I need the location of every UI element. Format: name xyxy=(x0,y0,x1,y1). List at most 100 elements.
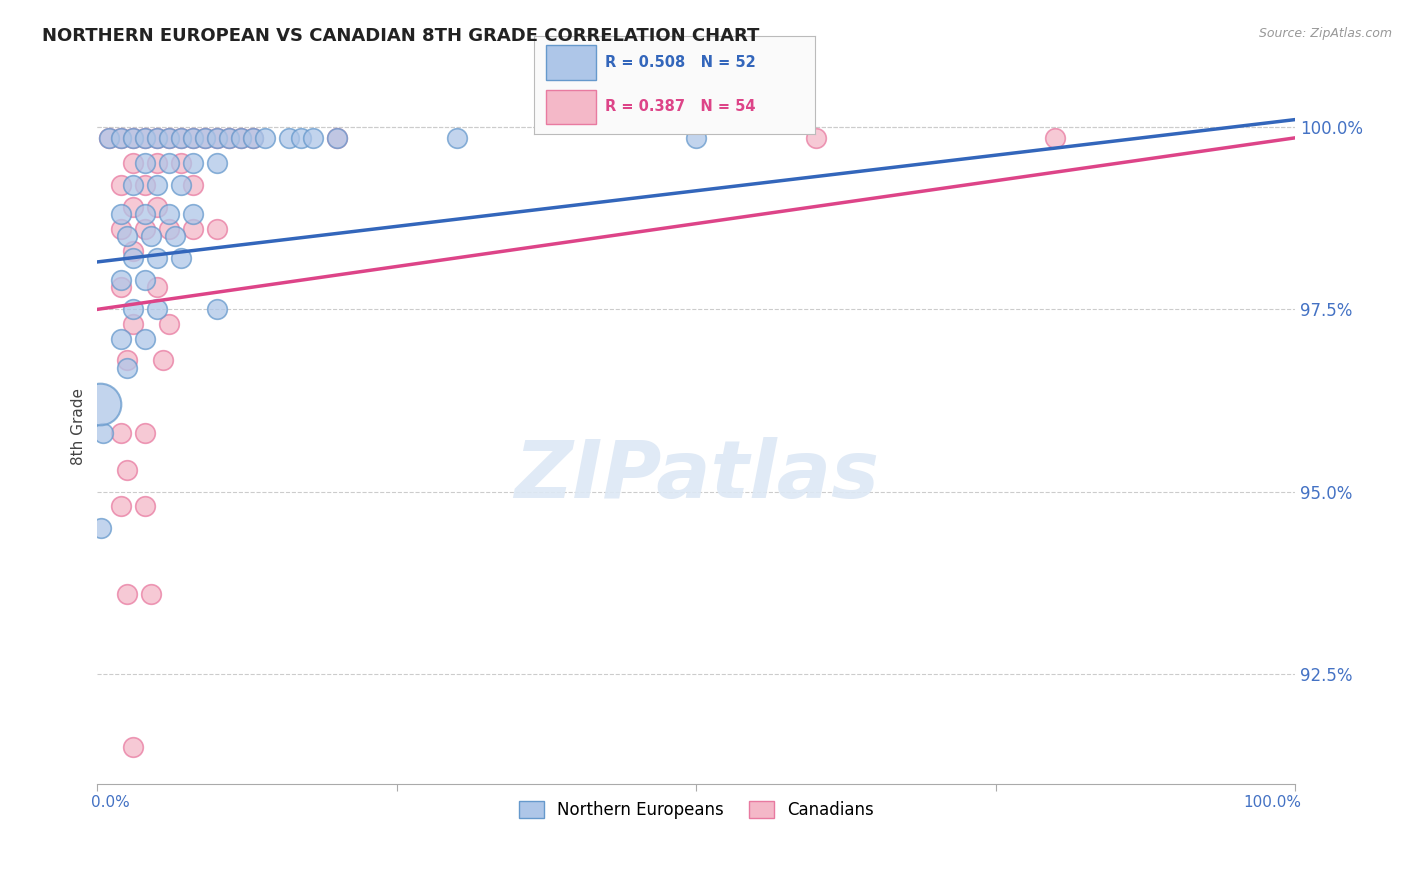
Point xyxy=(170,156,193,170)
Point xyxy=(278,131,301,145)
Point xyxy=(157,131,180,145)
Point xyxy=(146,156,169,170)
Point xyxy=(194,131,217,145)
Point xyxy=(205,222,228,236)
Legend: Northern Europeans, Canadians: Northern Europeans, Canadians xyxy=(512,794,880,825)
Point xyxy=(146,280,169,294)
Point xyxy=(146,302,169,317)
Point xyxy=(146,200,169,214)
Point xyxy=(89,397,111,411)
Point xyxy=(110,207,132,221)
Point xyxy=(110,280,132,294)
Point xyxy=(90,521,112,535)
Bar xyxy=(546,90,596,124)
Text: 0.0%: 0.0% xyxy=(91,795,131,810)
Point xyxy=(122,252,145,266)
Point xyxy=(685,131,707,145)
Point xyxy=(110,222,132,236)
Point xyxy=(157,207,180,221)
Point xyxy=(152,353,174,368)
Point xyxy=(218,131,240,145)
Point xyxy=(110,332,132,346)
Y-axis label: 8th Grade: 8th Grade xyxy=(72,388,86,465)
Point xyxy=(122,317,145,331)
Point xyxy=(122,178,145,193)
Point xyxy=(205,302,228,317)
Point xyxy=(122,131,145,145)
Point xyxy=(181,131,204,145)
Point xyxy=(181,207,204,221)
Point xyxy=(117,353,139,368)
Point xyxy=(117,229,139,244)
Point xyxy=(146,252,169,266)
Point xyxy=(194,131,217,145)
Point xyxy=(242,131,264,145)
Point xyxy=(117,463,139,477)
Point xyxy=(170,131,193,145)
Point xyxy=(170,252,193,266)
Point xyxy=(205,131,228,145)
Point xyxy=(326,131,349,145)
Point xyxy=(165,229,187,244)
Point xyxy=(141,587,163,601)
Point xyxy=(117,360,139,375)
Text: R = 0.387   N = 54: R = 0.387 N = 54 xyxy=(605,99,755,114)
Point xyxy=(170,131,193,145)
Point xyxy=(804,131,827,145)
Point xyxy=(110,273,132,287)
Point xyxy=(146,131,169,145)
Point xyxy=(134,178,156,193)
Point xyxy=(110,131,132,145)
Text: Source: ZipAtlas.com: Source: ZipAtlas.com xyxy=(1258,27,1392,40)
Point xyxy=(91,426,114,441)
Point xyxy=(253,131,276,145)
Point xyxy=(157,317,180,331)
Point xyxy=(122,200,145,214)
Point xyxy=(157,131,180,145)
Point xyxy=(134,131,156,145)
Point xyxy=(181,131,204,145)
Point xyxy=(122,302,145,317)
Point xyxy=(110,131,132,145)
Point xyxy=(134,500,156,514)
Point xyxy=(134,156,156,170)
Bar xyxy=(546,45,596,80)
Text: R = 0.508   N = 52: R = 0.508 N = 52 xyxy=(605,54,755,70)
Point xyxy=(181,156,204,170)
Point xyxy=(157,222,180,236)
Point xyxy=(134,207,156,221)
Point xyxy=(290,131,312,145)
Point xyxy=(134,332,156,346)
Point xyxy=(134,131,156,145)
Point xyxy=(122,740,145,755)
Point xyxy=(117,587,139,601)
Point xyxy=(170,178,193,193)
Point xyxy=(122,156,145,170)
Text: 100.0%: 100.0% xyxy=(1243,795,1301,810)
Point xyxy=(326,131,349,145)
Point xyxy=(205,131,228,145)
Point xyxy=(242,131,264,145)
Point xyxy=(134,222,156,236)
Point xyxy=(141,229,163,244)
Point xyxy=(134,273,156,287)
Point xyxy=(218,131,240,145)
Point xyxy=(98,131,121,145)
Point xyxy=(157,156,180,170)
Point xyxy=(1045,131,1067,145)
Point xyxy=(98,131,121,145)
Point xyxy=(146,178,169,193)
Point xyxy=(446,131,468,145)
Point xyxy=(181,178,204,193)
Point xyxy=(134,426,156,441)
Point xyxy=(229,131,252,145)
Point xyxy=(302,131,325,145)
Point xyxy=(122,131,145,145)
Text: NORTHERN EUROPEAN VS CANADIAN 8TH GRADE CORRELATION CHART: NORTHERN EUROPEAN VS CANADIAN 8TH GRADE … xyxy=(42,27,759,45)
Point xyxy=(122,244,145,258)
Point xyxy=(110,178,132,193)
Point xyxy=(110,426,132,441)
Point xyxy=(110,500,132,514)
Point xyxy=(229,131,252,145)
Point xyxy=(205,156,228,170)
